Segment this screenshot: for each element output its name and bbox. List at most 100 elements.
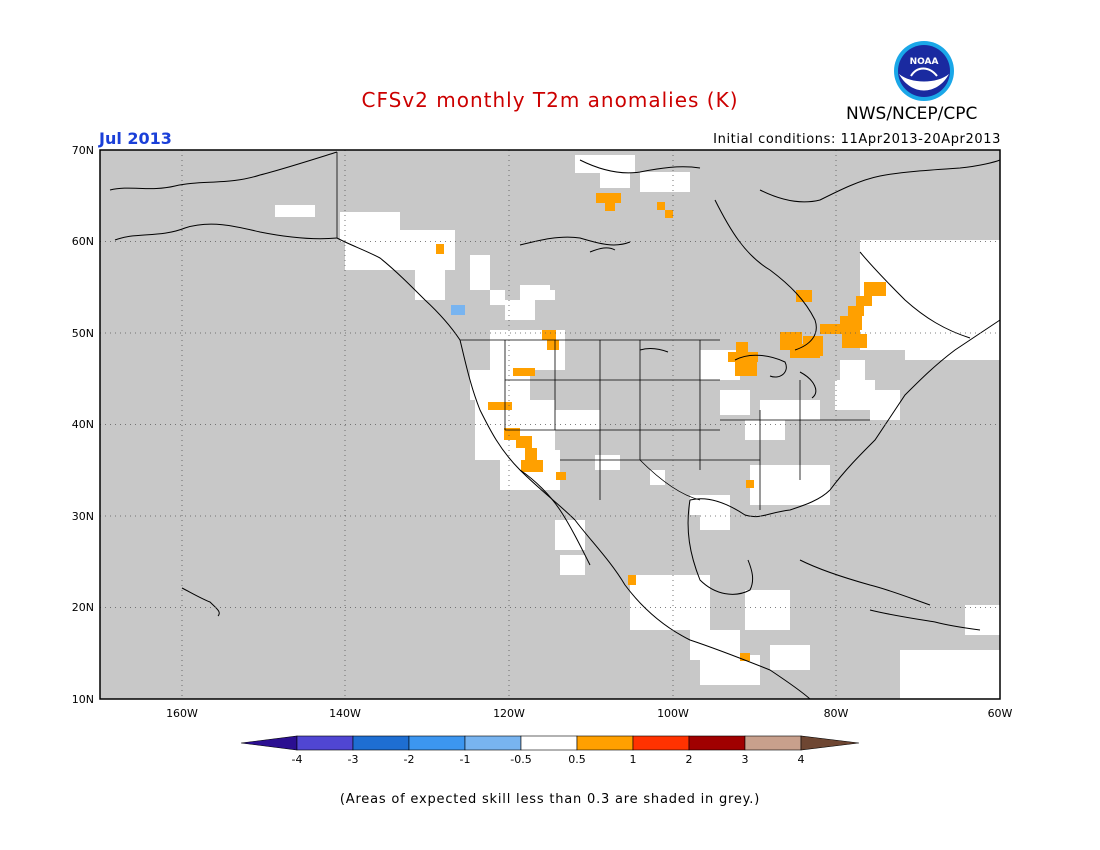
agency-label: NWS/NCEP/CPC [846, 104, 978, 124]
low-skill-cell [595, 455, 620, 470]
warm-anomaly-cell [596, 193, 621, 203]
warm-anomaly-cell [547, 340, 559, 350]
low-skill-cell [900, 650, 1000, 699]
lon-label-100w: 100W [657, 707, 689, 720]
colorbar-segment [688, 735, 746, 751]
low-skill-cell [650, 470, 665, 485]
lat-label-70n: 70N [72, 144, 94, 157]
lat-label-50n: 50N [72, 327, 94, 340]
lat-label-30n: 30N [72, 510, 94, 523]
colorbar-segment [408, 735, 466, 751]
colorbar-label: 3 [742, 753, 749, 766]
warm-anomaly-regions [436, 193, 886, 661]
skill-footnote: (Areas of expected skill less than 0.3 a… [339, 792, 761, 807]
cool-anomaly-cell [451, 305, 465, 315]
low-skill-cell [640, 172, 690, 192]
low-skill-cell [750, 465, 830, 505]
colorbar-segment [632, 735, 690, 751]
low-skill-cell [965, 605, 1000, 635]
lon-label-60w: 60W [988, 707, 1013, 720]
lon-label-160w: 160W [166, 707, 198, 720]
colorbar-label: 4 [798, 753, 805, 766]
colorbar-labels: -4 -3 -2 -1 -0.5 0.5 1 2 3 4 [292, 753, 805, 766]
colorbar-segment [520, 735, 578, 751]
low-skill-cell [745, 590, 790, 630]
colorbar-label: -3 [348, 753, 359, 766]
colorbar-segment [352, 735, 410, 751]
warm-anomaly-cell [513, 368, 535, 376]
lon-label-120w: 120W [493, 707, 525, 720]
low-skill-cell [745, 420, 785, 440]
warm-anomaly-cell [628, 575, 636, 585]
warm-anomaly-cell [436, 244, 444, 254]
warm-anomaly-cell [525, 448, 537, 460]
warm-anomaly-cell [735, 362, 757, 376]
warm-anomaly-cell [556, 472, 566, 480]
colorbar-segment [464, 735, 522, 751]
colorbar-left-arrow [240, 735, 298, 751]
colorbar-label: 0.5 [568, 753, 586, 766]
colorbar-right-arrow [800, 735, 860, 751]
map-title: CFSv2 monthly T2m anomalies (K) [361, 88, 739, 112]
low-skill-cell [415, 255, 445, 300]
warm-anomaly-cell [488, 402, 512, 410]
lat-label-20n: 20N [72, 601, 94, 614]
warm-anomaly-cell [848, 306, 864, 316]
low-skill-cell [940, 255, 1000, 300]
colorbar-label: -2 [404, 753, 415, 766]
low-skill-cell [870, 390, 900, 420]
low-skill-cell [600, 168, 630, 188]
low-skill-cell [720, 390, 750, 415]
warm-anomaly-cell [665, 210, 673, 218]
coastlines [109, 151, 1001, 700]
lat-label-60n: 60N [72, 235, 94, 248]
low-skill-cell [700, 655, 760, 685]
colorbar-segment [744, 735, 802, 751]
warm-anomaly-cell [740, 653, 750, 661]
colorbar-label: 2 [686, 753, 693, 766]
cool-anomaly-regions [451, 305, 465, 315]
warm-anomaly-cell [657, 202, 665, 210]
map-frame [99, 149, 1001, 700]
gridlines [100, 150, 1000, 699]
low-skill-cell [640, 600, 680, 630]
warm-anomaly-cell [856, 296, 872, 306]
low-skill-cell [505, 300, 535, 320]
low-skill-cell [840, 360, 865, 380]
warm-anomaly-cell [542, 330, 556, 340]
warm-anomaly-cell [605, 203, 615, 211]
colorbar-label: -1 [460, 753, 471, 766]
lat-label-10n: 10N [72, 693, 94, 706]
logo-text: NOAA [910, 57, 939, 67]
low-skill-cell [770, 645, 810, 670]
colorbar-segment [576, 735, 634, 751]
noaa-logo: NOAA [893, 40, 955, 102]
colorbar-segment [296, 735, 354, 751]
colorbar [240, 735, 860, 751]
longitude-labels: 160W 140W 120W 100W 80W 60W [166, 707, 1012, 720]
lakes [589, 247, 817, 399]
state-borders [336, 152, 870, 510]
colorbar-label: -0.5 [510, 753, 531, 766]
low-skill-cell [540, 290, 555, 300]
warm-anomaly-cell [847, 340, 865, 348]
lon-label-140w: 140W [329, 707, 361, 720]
warm-anomaly-cell [521, 460, 543, 472]
warm-anomaly-cell [516, 436, 532, 448]
latitude-labels: 70N 60N 50N 40N 30N 20N 10N [72, 144, 94, 706]
warm-anomaly-cell [864, 282, 886, 296]
warm-anomaly-cell [736, 342, 748, 352]
warm-anomaly-cell [840, 316, 862, 330]
low-skill-cell [540, 410, 600, 430]
low-skill-cell [275, 205, 315, 217]
low-skill-cell [470, 255, 490, 290]
low-skill-cell [490, 290, 505, 305]
low-skill-cell [760, 400, 820, 420]
colorbar-label: -4 [292, 753, 303, 766]
colorbar-label: 1 [630, 753, 637, 766]
low-skill-cell [835, 380, 875, 410]
forecast-month: Jul 2013 [99, 129, 172, 148]
initial-conditions: Initial conditions: 11Apr2013-20Apr2013 [713, 132, 1001, 147]
lat-label-40n: 40N [72, 418, 94, 431]
